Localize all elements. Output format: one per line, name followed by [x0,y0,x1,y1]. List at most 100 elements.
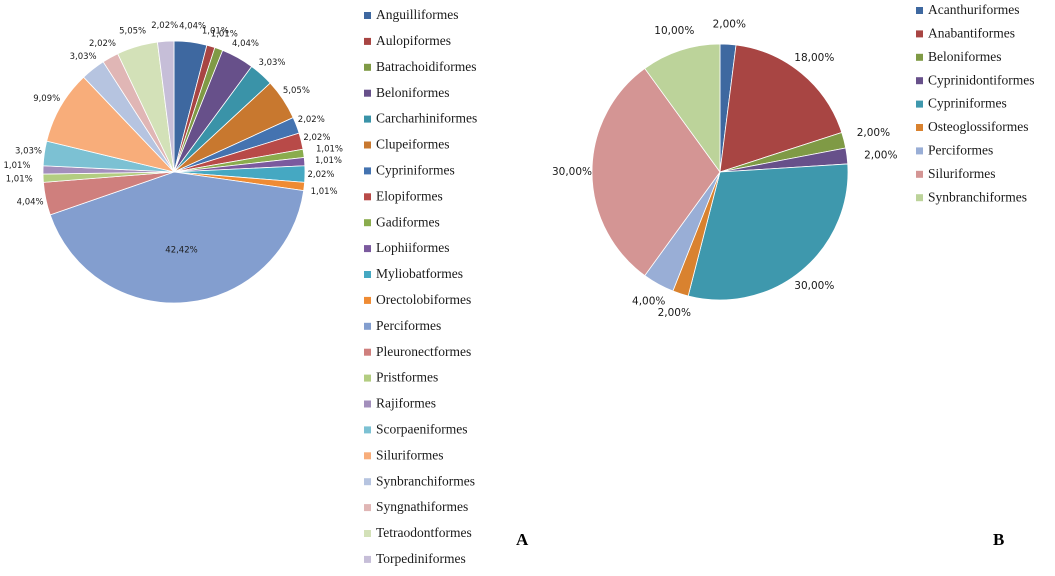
legend-swatch [916,30,923,38]
slice-data-label: 4,04% [17,198,44,208]
legend-entry-label: Cypriniformes [376,162,455,177]
legend-entry-label: Synbranchiformes [928,189,1027,204]
pie-chart-a: 4,04%1,01%1,01%4,04%3,03%5,05%2,02%2,02%… [3,21,343,304]
legend-swatch [364,374,371,382]
legend-a: Anguilliformes Aulopiformes Batrachoidifor… [364,7,477,566]
legend-swatch [364,115,371,123]
slice-data-label: 2,02% [151,21,178,31]
legend-b: Acanthuriformes Anabantiformes Beloniforme… [916,2,1035,204]
legend-swatch [364,452,371,460]
pie-slice [687,163,849,301]
legend-swatch [364,193,371,201]
slice-data-label: 18,00% [794,52,834,64]
legend-entry-label: Osteoglossiformes [928,119,1029,134]
slice-data-label: 2,02% [89,39,116,49]
legend-entry-label: Synbranchiformes [376,473,475,488]
legend-entry-label: Aulopiformes [376,33,451,48]
legend-entry-label: Cypriniformes [928,96,1007,111]
slice-data-label: 3,03% [70,52,97,62]
slice-data-label: 2,00% [857,127,890,139]
legend-swatch [364,400,371,408]
slice-data-label: 1,01% [202,27,229,37]
legend-swatch [916,77,923,85]
pie-chart-b: 2,00%18,00%2,00%2,00%30,00%2,00%4,00%30,… [552,18,898,319]
slice-data-label: 42,42% [165,246,197,256]
slice-data-label: 3,03% [258,58,285,68]
legend-entry-label: Tetraodontformes [376,525,472,540]
legend-swatch [364,478,371,486]
legend-swatch [364,37,371,45]
legend-entry-label: Acanthuriformes [928,2,1019,17]
slice-data-label: 4,00% [632,296,665,308]
legend-entry-label: Batrachoidiformes [376,59,476,74]
slice-data-label: 2,02% [298,115,325,125]
panel-label-a: A [516,530,529,549]
slice-data-label: 2,00% [864,150,897,162]
legend-entry-label: Scorpaeniformes [376,421,467,436]
legend-swatch [916,100,923,108]
slice-data-label: 5,05% [119,27,146,37]
legend-entry-label: Cyprinidontiformes [928,72,1035,87]
pie-slice [591,67,721,277]
legend-swatch [364,12,371,19]
legend-swatch [364,245,371,253]
pie-slice [719,44,843,173]
legend-swatch [364,555,371,563]
legend-entry-label: Perciformes [376,318,441,333]
legend-swatch [916,194,923,202]
slice-data-label: 1,01% [316,145,343,155]
legend-entry-label: Syngnathiformes [376,499,468,514]
slice-data-label: 1,01% [6,175,33,185]
legend-entry-label: Carcharhiniformes [376,111,477,126]
slice-data-label: 1,01% [315,156,342,166]
legend-swatch [364,141,371,149]
legend-swatch [916,147,923,155]
slice-data-label: 1,01% [211,29,238,39]
legend-entry-label: Clupeiformes [376,137,450,152]
legend-entry-label: Rajiformes [376,396,436,411]
legend-swatch [916,170,923,178]
legend-entry-label: Siluriformes [928,166,996,181]
legend-swatch [364,219,371,227]
slice-data-label: 4,04% [232,39,259,49]
slice-data-label: 2,00% [713,18,746,30]
slice-data-label: 30,00% [552,166,592,178]
legend-swatch [364,348,371,356]
slice-data-label: 2,02% [303,133,330,143]
slice-data-label: 3,03% [15,147,42,157]
panel-label-b: B [993,530,1004,549]
legend-entry-label: Pristformes [376,370,438,385]
legend-swatch [916,124,923,131]
pie-slice [644,43,721,174]
legend-swatch [916,7,923,14]
legend-entry-label: Perciformes [928,142,993,157]
legend-entry-label: Beloniformes [376,85,450,100]
legend-swatch [916,53,923,61]
legend-swatch [364,63,371,71]
slice-data-label: 5,05% [283,86,310,96]
legend-entry-label: Gadiformes [376,214,440,229]
legend-swatch [364,271,371,278]
legend-entry-label: Pleuronectformes [376,344,471,359]
legend-entry-label: Orectolobiformes [376,292,471,307]
legend-entry-label: Siluriformes [376,447,444,462]
slice-data-label: 30,00% [794,280,834,292]
slice-data-label: 1,01% [3,161,30,171]
legend-entry-label: Anabantiformes [928,25,1015,40]
legend-entry-label: Lophiiformes [376,240,450,255]
pie-slice [156,40,175,173]
slice-data-label: 4,04% [179,22,206,32]
slice-data-label: 10,00% [654,25,694,37]
slice-data-label: 2,00% [658,307,691,319]
legend-swatch [364,426,371,434]
legend-swatch [364,89,371,97]
legend-swatch [364,322,371,330]
slice-data-label: 2,02% [307,170,334,180]
legend-entry-label: Torpediniformes [376,551,466,566]
slice-data-label: 9,09% [33,94,60,104]
legend-entry-label: Anguilliformes [376,7,459,22]
legend-swatch [364,167,371,175]
pie-slice [49,171,305,304]
legend-swatch [364,530,371,537]
